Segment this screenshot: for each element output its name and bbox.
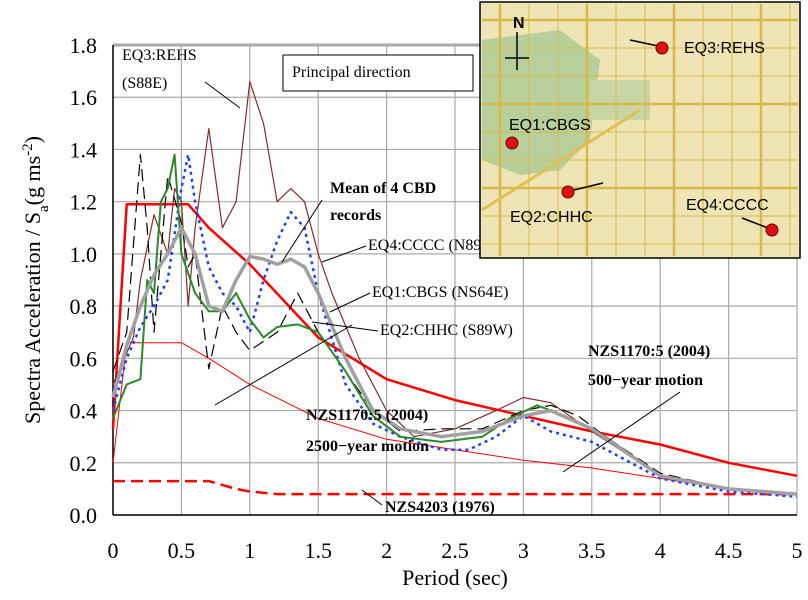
x-tick-label: 1 [244, 538, 255, 563]
y-label-text: Spectra Acceleration / S [20, 212, 45, 424]
x-tick-label: 0 [108, 538, 119, 563]
y-tick-label: 1.2 [70, 190, 98, 215]
annotation: NZS1170:5 (2004) [588, 343, 710, 360]
station-dot [562, 186, 574, 198]
annotation: NZS1170:5 (2004) [306, 407, 428, 424]
station-label: EQ4:CCCC [686, 197, 769, 214]
annotation: records [330, 207, 381, 224]
annotation: 500−year motion [588, 372, 703, 389]
leader-line [205, 82, 240, 108]
x-tick-label: 0.5 [168, 538, 196, 563]
y-tick-label: 0.8 [70, 294, 98, 319]
x-axis-label: Period (sec) [402, 565, 508, 590]
x-tick-label: 3.5 [578, 538, 606, 563]
y-tick-label: 0.2 [70, 451, 98, 476]
annotation: EQ1:CBGS (NS64E) [372, 284, 508, 301]
station-dot [506, 137, 518, 149]
chart: Period (sec) Spectra Acceleration / Sa(g… [0, 0, 808, 600]
x-tick-label: 4 [655, 538, 666, 563]
annotation: EQ3:REHS [122, 47, 197, 64]
annotation: Principal direction [292, 64, 411, 81]
station-dot [656, 42, 668, 54]
annotation: NZS4203 (1976) [385, 499, 495, 516]
station-label: EQ2:CHHC [510, 209, 593, 226]
y-tick-label: 0.4 [70, 399, 98, 424]
y-label-text: ) [20, 136, 45, 143]
x-tick-label: 2.5 [441, 538, 469, 563]
x-tick-label: 2 [381, 538, 392, 563]
y-tick-label: 0.6 [70, 346, 98, 371]
map-park [590, 80, 650, 120]
annotation: 2500−year motion [306, 438, 429, 455]
station-label: EQ3:REHS [684, 40, 765, 57]
annotation: Mean of 4 CBD [330, 180, 436, 197]
y-tick-label: 1.8 [70, 33, 98, 58]
annotation: EQ2:CHHC (S89W) [380, 322, 513, 339]
leader-line [215, 325, 352, 405]
y-axis-label: Spectra Acceleration / Sa(g ms-2) [20, 136, 52, 424]
inset-map: N EQ3:REHS EQ1:CBGS EQ2:CHHC EQ4:CCCC [480, 2, 800, 258]
y-tick-label: 1.0 [70, 242, 98, 267]
annotation: (S88E) [122, 75, 167, 92]
station-dot [766, 224, 778, 236]
x-tick-label: 1.5 [304, 538, 332, 563]
x-tick-label: 4.5 [715, 538, 743, 563]
y-label-text: (g ms [20, 156, 45, 206]
y-tick-label: 0.0 [70, 503, 98, 528]
y-label-sup: -2 [20, 143, 36, 156]
x-tick-label: 3 [518, 538, 529, 563]
station-label: EQ1:CBGS [509, 117, 591, 134]
north-label: N [513, 15, 525, 32]
y-tick-label: 1.4 [70, 137, 98, 162]
leader-line [563, 392, 680, 472]
leader-line [282, 200, 322, 262]
x-tick-label: 5 [792, 538, 803, 563]
y-tick-label: 1.6 [70, 85, 98, 110]
leader-line [362, 490, 382, 505]
